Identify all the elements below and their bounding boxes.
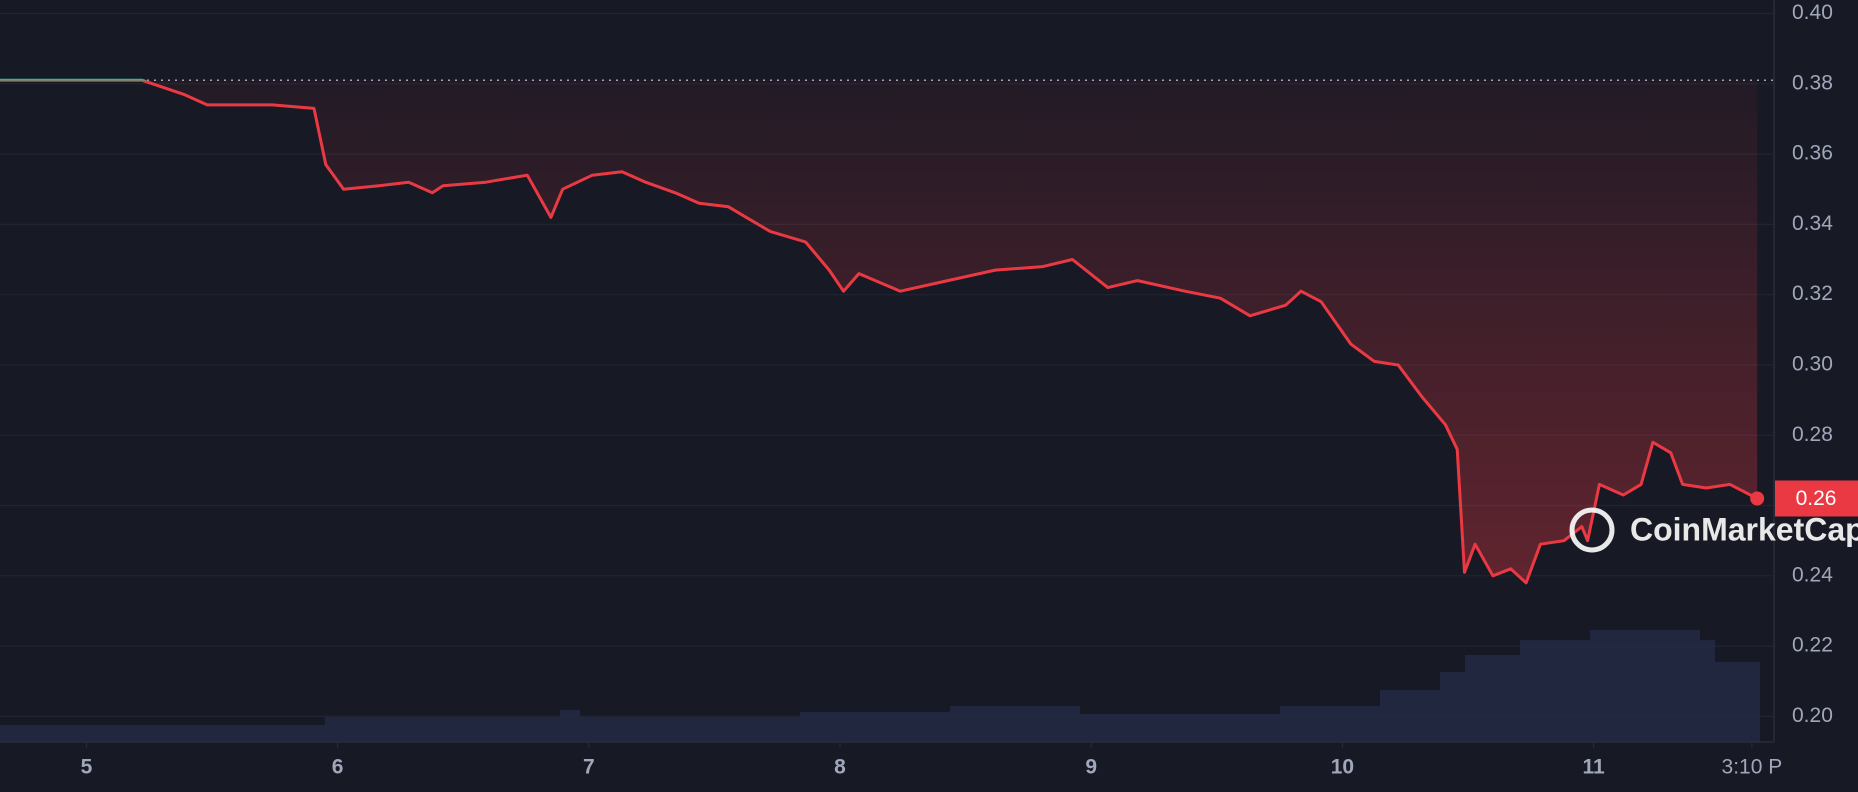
x-tick-label: 11 <box>1583 756 1606 779</box>
y-tick-label: 0.24 <box>1792 563 1833 586</box>
watermark-group: CoinMarketCap <box>1569 507 1858 553</box>
x-tick-label: 6 <box>332 756 344 779</box>
y-tick-label: 0.28 <box>1792 423 1833 446</box>
price-line <box>0 78 1758 585</box>
x-tick-label: 3:10 P <box>1722 756 1783 779</box>
price-area <box>0 80 1758 583</box>
current-price-label: 0.26 <box>1796 487 1837 510</box>
watermark-logo <box>1569 507 1615 553</box>
y-tick-label: 0.40 <box>1792 1 1833 24</box>
y-tick-label: 0.34 <box>1792 212 1833 235</box>
x-tick-label: 5 <box>81 756 93 779</box>
x-tick-label: 9 <box>1085 756 1097 779</box>
y-tick-label: 0.32 <box>1792 282 1833 305</box>
last-point <box>1750 491 1765 506</box>
plot <box>0 78 1774 585</box>
axis-labels: 0.20 0.22 0.24 0.26 0.28 0.30 0.32 0.34 0.36 0.38… <box>81 1 1858 779</box>
y-tick-label: 0.38 <box>1792 71 1833 94</box>
x-tick-label: 8 <box>834 756 846 779</box>
x-tick-label: 7 <box>583 756 595 779</box>
y-tick-label: 0.22 <box>1792 634 1833 657</box>
current-price-box <box>1775 480 1858 517</box>
y-tick-label: 0.20 <box>1792 704 1833 727</box>
volume-bars <box>0 630 1760 742</box>
x-tick-label: 10 <box>1331 756 1354 779</box>
y-tick-label: 0.36 <box>1792 142 1833 165</box>
watermark-text: CoinMarketCap <box>1630 511 1858 547</box>
y-tick-label: 0.30 <box>1792 353 1833 376</box>
